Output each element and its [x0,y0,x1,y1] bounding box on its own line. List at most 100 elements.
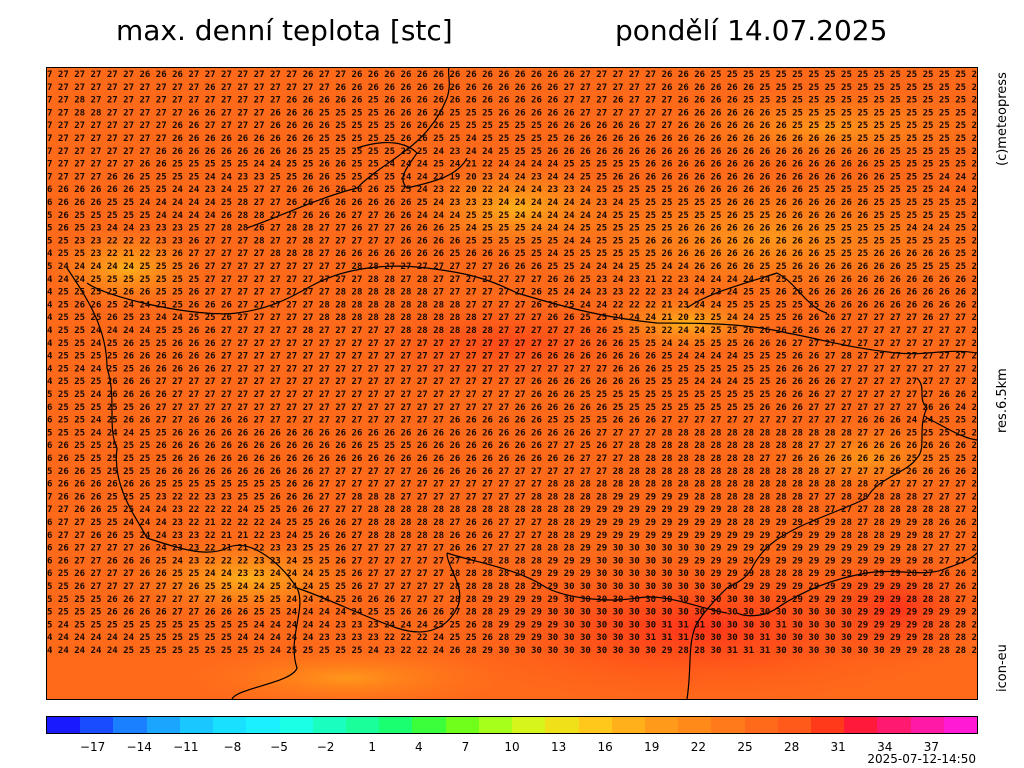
color-scale-tick-label: 16 [597,740,613,754]
hot-zone-center [347,293,667,393]
border-line-southwest [296,552,461,633]
temperature-value-row: 7 27 27 27 27 27 27 26 26 26 26 26 26 26… [47,147,977,157]
copyright-label: (c)meteopress [995,72,1010,166]
temperature-value-row: 6 26 27 27 26 26 26 25 24 23 22 22 22 23… [47,556,977,566]
temperature-value-row: 4 24 24 24 24 25 25 25 25 25 25 25 25 25… [47,646,977,656]
color-scale-tick-label: 7 [461,740,470,754]
temperature-value-row: 4 25 25 25 25 26 26 26 26 26 26 27 27 27… [47,352,977,362]
temperature-map: 7 27 27 27 27 27 26 26 26 27 27 27 27 27… [46,67,978,700]
temperature-value-row: 5 25 25 25 26 26 27 27 27 27 27 26 25 25… [47,595,977,605]
color-scale-tick-label: 10 [504,740,520,754]
temperature-value-row: 4 25 26 26 25 24 24 25 25 26 26 26 27 27… [47,300,977,310]
temperature-value-row: 4 25 25 23 22 21 22 23 26 27 27 27 27 27… [47,249,977,259]
color-scale-tick-label: 25 [737,740,753,754]
color-scale-segment [213,717,247,733]
color-scale-tick-label: 13 [550,740,567,754]
color-scale-segment [478,717,513,733]
temperature-value-row: 4 25 25 25 26 26 26 27 27 27 27 27 27 27… [47,377,977,387]
color-scale-tick-label: 4 [414,740,423,754]
color-scale-tick-label: 28 [783,740,800,754]
color-scale-tick-label: 22 [690,740,707,754]
temperature-value-row: 5 24 25 25 25 25 25 25 25 25 25 25 25 24… [47,620,977,630]
temperature-value-row: 6 26 26 26 26 26 26 25 25 25 25 25 25 25… [47,480,977,490]
color-scale-segment [844,717,878,733]
temperature-value-row: 4 25 25 24 25 26 25 25 26 26 26 27 27 27… [47,339,977,349]
color-scale-segment [943,717,978,733]
color-scale-segment [80,717,114,733]
temperature-value-row: 6 27 27 25 25 24 24 24 23 22 21 22 22 22… [47,518,977,528]
border-line-lower-east [926,417,977,441]
temperature-value-row: 7 27 28 27 27 27 27 27 27 27 27 27 27 27… [47,96,977,106]
color-scale-segment [611,717,645,733]
temperature-value-row: 6 26 25 25 25 25 25 25 26 26 26 26 26 26… [47,454,977,464]
color-scale-segment [644,717,679,733]
border-line-south [446,552,728,614]
color-scale-tick-label: 19 [644,740,660,754]
border-line-west [66,267,301,699]
temperature-value-row: 7 27 26 26 25 25 24 24 23 22 22 22 24 25… [47,505,977,515]
color-scale-segment [711,717,745,733]
color-scale-tick-label: −8 [223,740,242,754]
timestamp: 2025-07-12-14:50 [867,752,976,766]
temperature-value-row: 6 25 26 27 27 27 26 26 25 25 24 24 23 23… [47,569,977,579]
border-line-central [86,265,977,355]
color-scale-segment [678,717,712,733]
temperature-value-row: 5 25 25 24 24 24 25 25 26 26 26 26 26 26… [47,428,977,438]
cool-zone-east [507,168,977,308]
temperature-value-row: 5 26 25 25 25 25 25 24 24 24 24 26 28 28… [47,211,977,221]
color-scale-segment [545,717,579,733]
temperature-value-row: 5 26 26 25 25 25 25 26 26 26 26 26 26 26… [47,467,977,477]
border-line-north-2 [356,142,468,189]
color-scale-segment [113,717,147,733]
temperature-value-row: 6 26 25 25 25 25 25 26 26 26 26 26 26 26… [47,441,977,451]
temperature-value-row: 7 27 27 27 27 27 27 27 26 26 26 26 26 26… [47,134,977,144]
temperature-value-row: 7 26 26 26 25 25 25 23 22 22 23 23 25 25… [47,492,977,502]
cool-zone-northeast [647,88,977,168]
color-scale-segment [811,717,845,733]
temperature-value-row: 7 27 27 27 27 27 26 26 25 25 25 25 25 24… [47,160,977,170]
color-scale-tick-label: 1 [368,740,377,754]
color-scale-tick-label: −2 [316,740,335,754]
color-scale-tick-label: −5 [270,740,288,754]
temperature-value-row: 4 25 25 24 24 24 24 25 25 26 26 27 27 27… [47,326,977,336]
temperature-value-row: 4 24 24 24 24 24 25 25 25 25 25 25 24 24… [47,633,977,643]
resolution-label: res.6.5km [995,368,1010,433]
map-title: max. denní teplota [stc] [116,14,453,47]
color-scale-segment [47,717,81,733]
temperature-value-row: 5 25 25 24 26 26 26 26 27 27 27 27 27 27… [47,390,977,400]
color-scale-segment [877,717,911,733]
color-scale-bar [46,716,978,734]
temperature-value-row: 6 25 25 24 25 26 26 27 27 26 26 26 26 27… [47,416,977,426]
color-scale-tick-label: −17 [79,740,106,754]
color-scale-segment [179,717,214,733]
color-scale-segment [744,717,778,733]
cool-zone-west [47,228,207,308]
color-scale-tick-label: 34 [877,740,893,754]
color-scale-segment [146,717,180,733]
cool-zone-southwest [127,538,367,618]
temperature-value-row: 6 26 27 27 27 27 26 24 23 23 22 21 21 22… [47,544,977,554]
color-scale-ticks: −17 −14 −11 −8 −5 −2 1 4 7 10 13 16 19 22 25 28 31 34 37 [46,740,978,756]
temperature-value-row: 5 25 25 25 26 26 26 26 27 27 26 26 26 25… [47,608,977,618]
color-scale-segment [379,717,413,733]
temperature-value-row: 6 26 26 26 25 25 24 24 24 24 24 25 28 27… [47,198,977,208]
color-scale-segment [578,717,612,733]
color-scale-tick-label: −14 [126,740,152,754]
temperature-value-row: 4 25 25 25 25 26 26 25 25 26 27 27 27 27… [47,288,977,298]
color-scale-tick-label: 31 [830,740,846,754]
color-scale-segment [777,717,812,733]
color-scale-segment [345,717,380,733]
temperature-value-row: 7 27 27 27 27 27 26 26 26 27 27 27 27 27… [47,70,977,80]
temperature-value-grid: 7 27 27 27 27 27 26 26 26 27 27 27 27 27… [47,70,977,656]
border-line-south-2 [736,552,977,617]
temperature-value-row: 7 27 27 27 27 27 27 27 27 27 26 27 27 27… [47,83,977,93]
border-line-southeast [686,377,928,699]
color-scale-segment [412,717,446,733]
temperature-value-row: 5 25 23 23 22 22 22 23 23 26 27 27 27 28… [47,236,977,246]
color-scale-segment [246,717,280,733]
border-line-east [686,272,828,314]
border-line-north [246,68,450,229]
temperature-value-row: 7 27 28 28 27 27 27 27 27 26 26 27 27 27… [47,108,977,118]
temperature-value-row: 7 27 27 27 26 26 25 25 25 25 24 24 23 23… [47,172,977,182]
cool-zone-south [187,648,507,699]
